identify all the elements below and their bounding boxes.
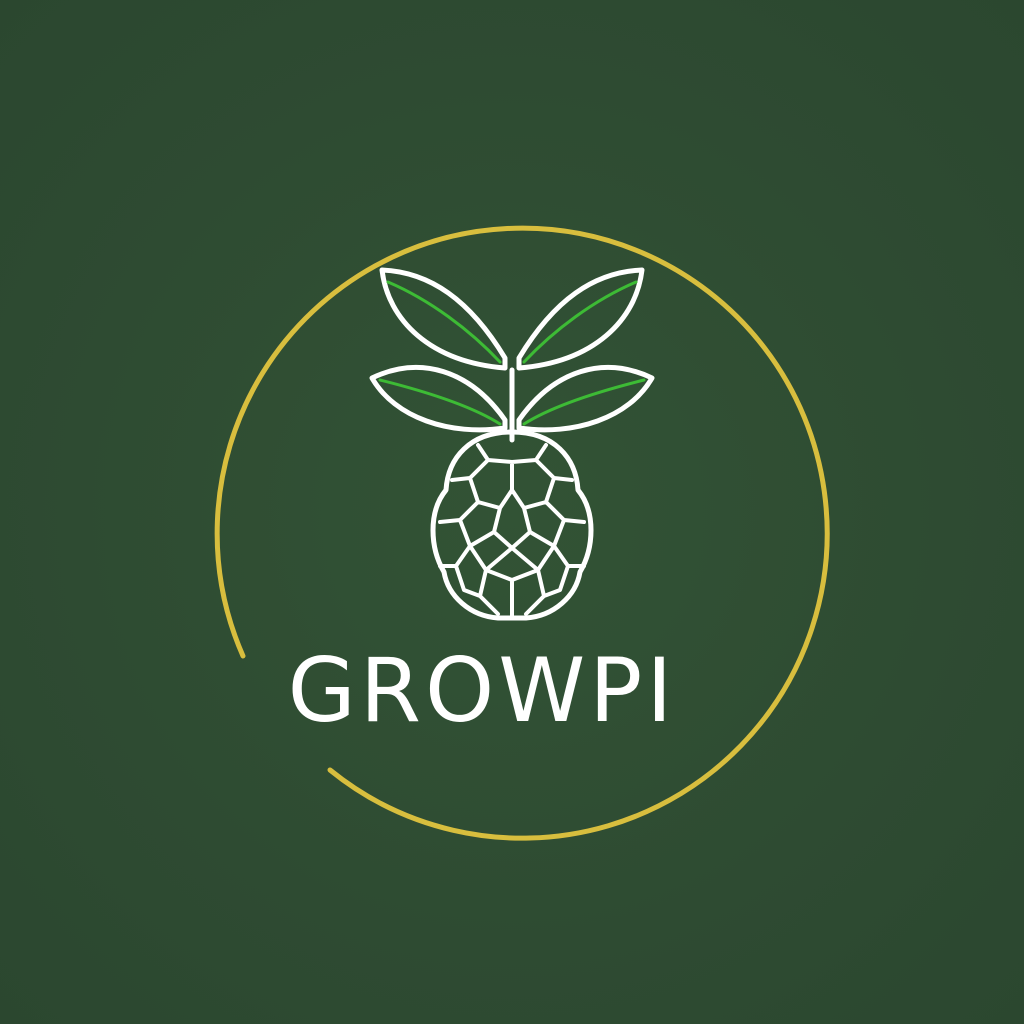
upper-right-leaf — [516, 267, 645, 371]
gold-ring — [214, 225, 830, 841]
lower-left-leaf — [369, 364, 508, 433]
brand-name: GROWPI — [287, 639, 677, 742]
raspberry-leaf-icon — [369, 267, 655, 621]
drupelet-cells — [438, 443, 586, 618]
lower-right-leaf — [516, 364, 655, 433]
upper-left-leaf — [379, 267, 508, 371]
